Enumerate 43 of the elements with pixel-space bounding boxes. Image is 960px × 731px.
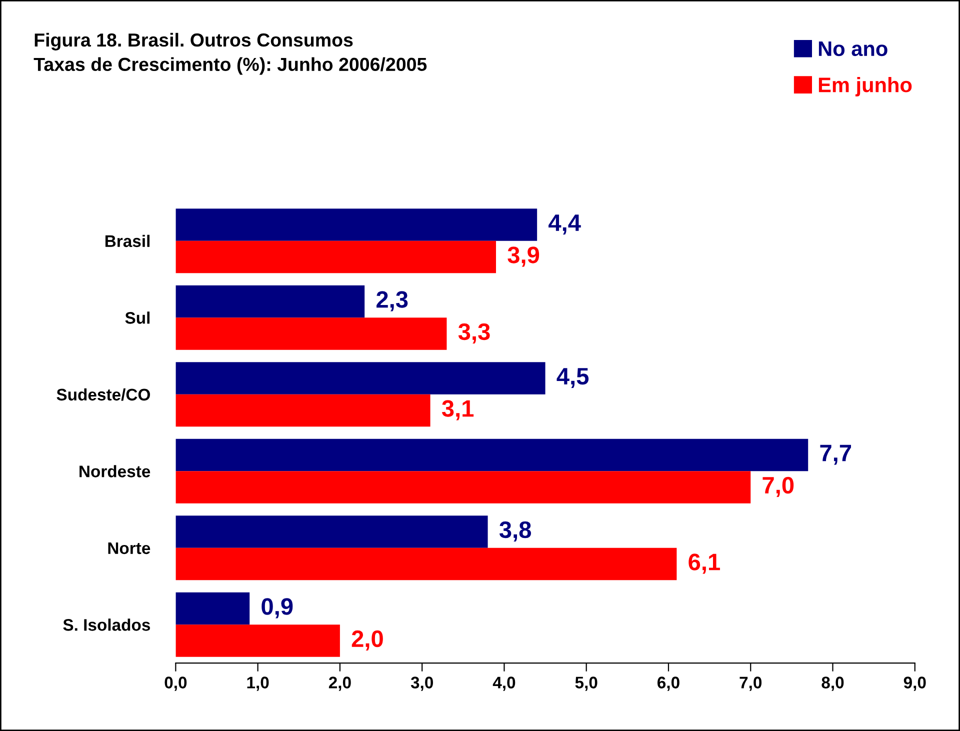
- y-tick-label: S. Isolados: [63, 618, 150, 631]
- y-tick-label: Brasil: [105, 234, 150, 248]
- bar: [176, 548, 677, 580]
- data-label: 3,8: [499, 521, 531, 542]
- bar: [176, 318, 447, 350]
- x-tick-label: 0,0: [164, 676, 187, 691]
- y-tick-label: Nordeste: [80, 465, 150, 478]
- data-label: 7,0: [762, 476, 794, 498]
- data-label: 3,3: [458, 323, 490, 344]
- data-label: 2,3: [376, 291, 408, 312]
- data-label: 2,0: [352, 630, 383, 651]
- x-tick-label: 1,0: [247, 676, 269, 691]
- data-label: 3,9: [508, 246, 540, 267]
- data-label: 0,9: [262, 598, 293, 618]
- legend-label: No ano: [818, 42, 888, 56]
- bar: [176, 394, 430, 427]
- data-label: 4,5: [556, 368, 589, 388]
- bar: [176, 208, 538, 241]
- data-label: 6,1: [688, 554, 720, 574]
- x-tick-label: 3,0: [410, 676, 433, 691]
- x-tick-label: 2,0: [328, 676, 351, 691]
- bar: [176, 471, 751, 504]
- bar: [176, 592, 250, 625]
- bar: [176, 240, 496, 274]
- x-tick-label: 4,0: [492, 676, 516, 691]
- bar: [176, 438, 808, 472]
- bar: [176, 362, 546, 394]
- x-tick-label: 6,0: [658, 676, 680, 691]
- x-tick-label: 5,0: [575, 676, 598, 691]
- bar: [176, 624, 340, 657]
- x-tick-label: 7,0: [740, 676, 762, 691]
- legend-label: Em junho: [818, 76, 912, 96]
- bar: [176, 516, 488, 548]
- y-tick-label: Norte: [108, 542, 150, 554]
- y-tick-label: Sudeste/CO: [56, 388, 150, 401]
- data-label: 4,4: [548, 214, 581, 235]
- x-tick-label: 8,0: [822, 676, 844, 691]
- data-label: 7,7: [820, 444, 851, 465]
- chart-title: Figura 18. Brasil. Outros Consumos Taxas de Crescimento (%): Junho 2006/2005: [34, 32, 427, 75]
- y-tick-label: Sul: [125, 312, 150, 324]
- data-label: 3,1: [442, 400, 474, 420]
- bar: [176, 285, 365, 318]
- x-tick-label: 9,0: [904, 676, 926, 691]
